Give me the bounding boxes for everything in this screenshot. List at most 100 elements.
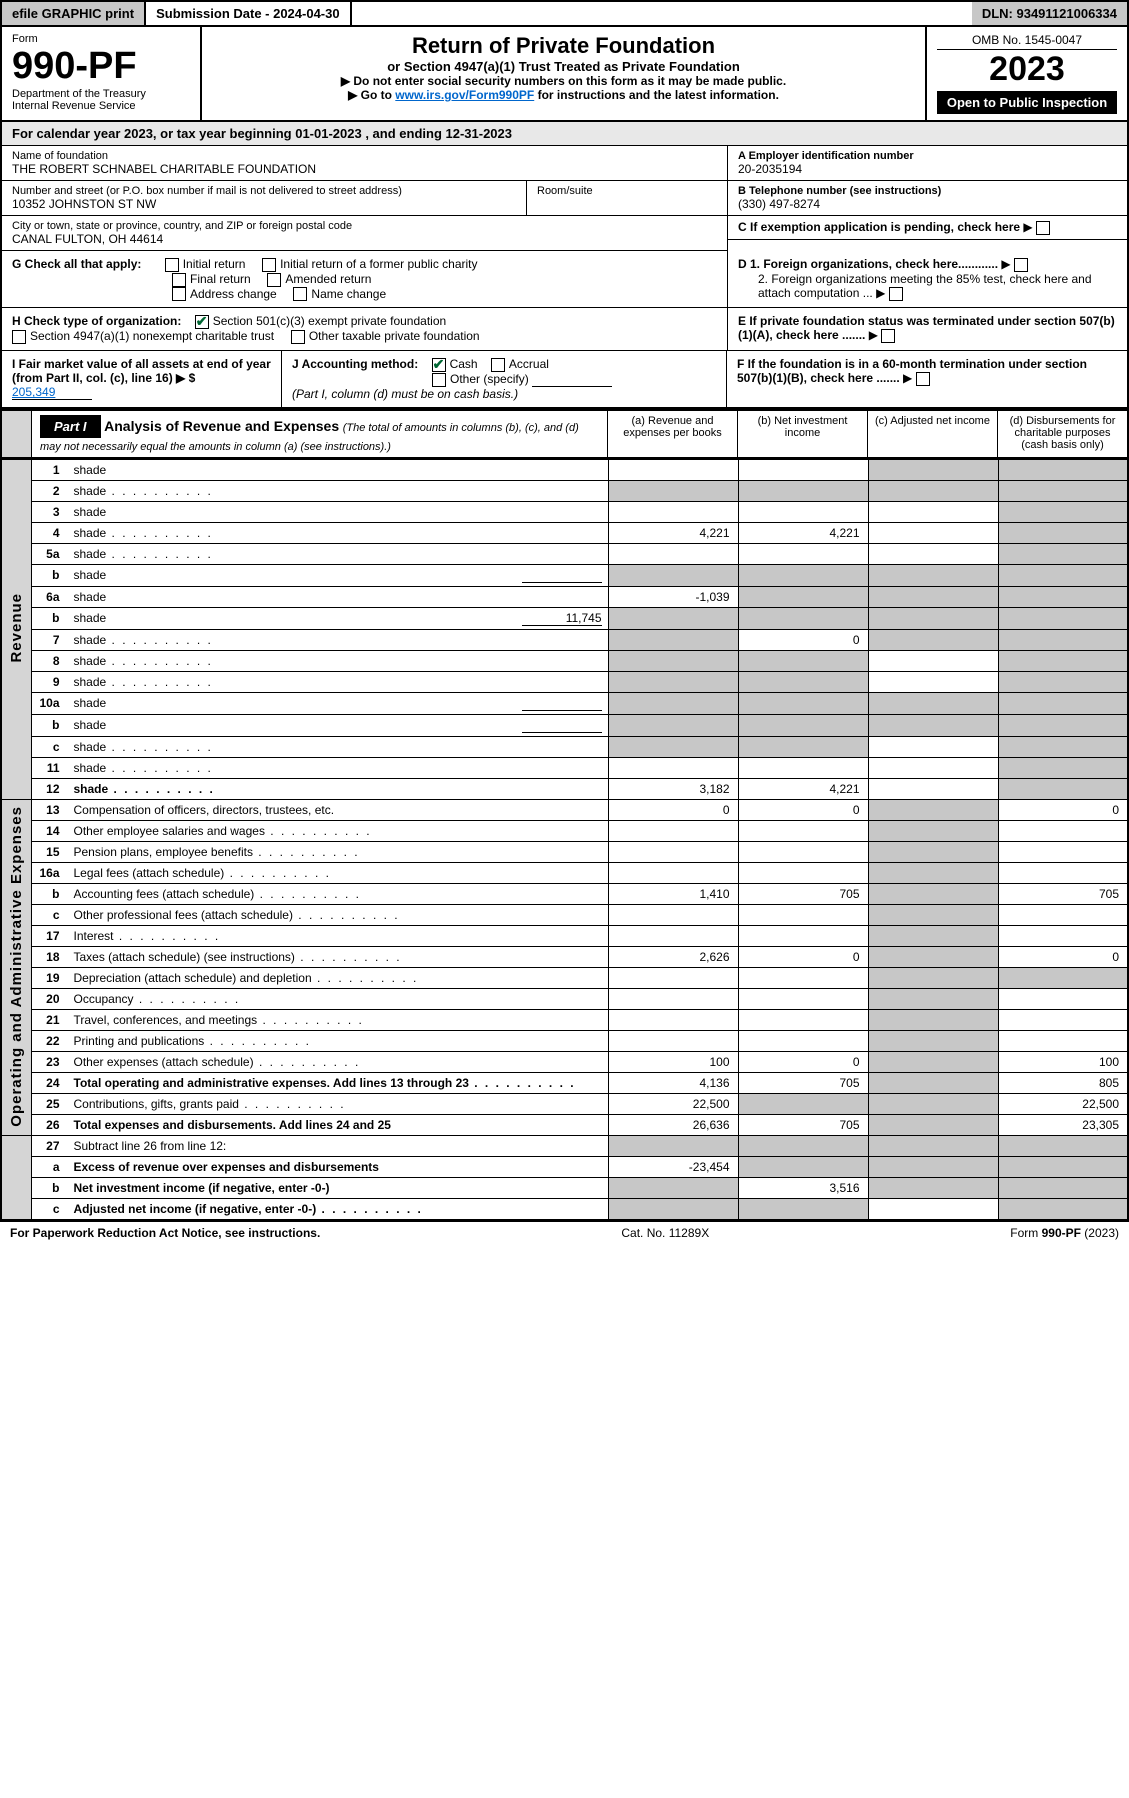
c-cell: C If exemption application is pending, c… (728, 216, 1127, 240)
irs-label: Internal Revenue Service (12, 100, 190, 112)
phone-value: (330) 497-8274 (738, 197, 1117, 211)
g-initial-former-checkbox[interactable] (262, 258, 276, 272)
line-description: shade (68, 564, 609, 586)
h-4947-checkbox[interactable] (12, 330, 26, 344)
col-c-head: (c) Adjusted net income (867, 411, 997, 457)
amount-cell (608, 1177, 738, 1198)
form-note-1: ▶ Do not enter social security numbers o… (212, 74, 915, 88)
amount-cell (868, 1051, 998, 1072)
line-number: c (32, 736, 68, 757)
amount-cell: -1,039 (608, 586, 738, 607)
j-accrual-checkbox[interactable] (491, 358, 505, 372)
h-opt-2: Other taxable private foundation (309, 329, 480, 343)
form-header: Form 990-PF Department of the Treasury I… (0, 27, 1129, 122)
amount-cell: -23,454 (608, 1156, 738, 1177)
ein-cell: A Employer identification number 20-2035… (728, 146, 1127, 181)
j-opt-2: Other (specify) (450, 372, 529, 386)
g-initial-checkbox[interactable] (165, 258, 179, 272)
g-label: G Check all that apply: (12, 257, 141, 271)
header-mid: Return of Private Foundation or Section … (202, 27, 927, 120)
amount-cell (608, 904, 738, 925)
amount-cell (998, 925, 1128, 946)
efile-label[interactable]: efile GRAPHIC print (2, 2, 146, 25)
amount-cell: 3,516 (738, 1177, 868, 1198)
amount-cell (608, 841, 738, 862)
amount-cell (738, 1093, 868, 1114)
line-number: b (32, 564, 68, 586)
table-row: 16aLegal fees (attach schedule) (1, 862, 1128, 883)
arrow-icon: ▶ (1023, 220, 1032, 234)
amount-cell (868, 862, 998, 883)
amount-cell (738, 925, 868, 946)
line-number: 13 (32, 799, 68, 820)
d2-checkbox[interactable] (889, 287, 903, 301)
line-description: Adjusted net income (if negative, enter … (68, 1198, 609, 1220)
line-number: 1 (32, 459, 68, 480)
amount-cell (868, 629, 998, 650)
line-description: shade (68, 543, 609, 564)
amount-cell: 805 (998, 1072, 1128, 1093)
j-cash-checkbox[interactable] (432, 358, 446, 372)
amount-cell (868, 736, 998, 757)
line-description: Interest (68, 925, 609, 946)
amount-cell (998, 1030, 1128, 1051)
line-number: 23 (32, 1051, 68, 1072)
amount-cell (868, 1114, 998, 1135)
d1-checkbox[interactable] (1014, 258, 1028, 272)
table-row: 11shade (1, 757, 1128, 778)
line-description: shade (68, 714, 609, 736)
line-number: 25 (32, 1093, 68, 1114)
table-row: cAdjusted net income (if negative, enter… (1, 1198, 1128, 1220)
amount-cell (608, 736, 738, 757)
d2-row: 2. Foreign organizations meeting the 85%… (738, 272, 1117, 301)
f-checkbox[interactable] (916, 372, 930, 386)
amount-cell (868, 501, 998, 522)
dept-label: Department of the Treasury (12, 88, 190, 100)
amount-cell (738, 967, 868, 988)
amount-cell: 0 (998, 946, 1128, 967)
amount-cell (738, 650, 868, 671)
line-description: Other employee salaries and wages (68, 820, 609, 841)
g-amended-checkbox[interactable] (267, 273, 281, 287)
g-final-checkbox[interactable] (172, 273, 186, 287)
table-row: bshade (1, 564, 1128, 586)
e-checkbox[interactable] (881, 329, 895, 343)
amount-cell (868, 925, 998, 946)
amount-cell (738, 862, 868, 883)
form990pf-link[interactable]: www.irs.gov/Form990PF (395, 88, 534, 102)
form-subtitle: or Section 4947(a)(1) Trust Treated as P… (212, 59, 915, 74)
line-description: shade (68, 586, 609, 607)
amount-cell (868, 1072, 998, 1093)
line-description: shade (68, 629, 609, 650)
i-value[interactable]: 205,349 (12, 385, 92, 400)
amount-cell (738, 1135, 868, 1156)
g-left: G Check all that apply: Initial return I… (2, 251, 727, 307)
h-other-checkbox[interactable] (291, 330, 305, 344)
city-label: City or town, state or province, country… (12, 220, 717, 232)
col-a-head: (a) Revenue and expenses per books (607, 411, 737, 457)
line-number: 12 (32, 778, 68, 799)
amount-cell (868, 778, 998, 799)
line-number: 9 (32, 671, 68, 692)
c-checkbox[interactable] (1036, 221, 1050, 235)
line27-gutter (1, 1135, 32, 1220)
line-number: 20 (32, 988, 68, 1009)
line-number: 16a (32, 862, 68, 883)
amount-cell (608, 671, 738, 692)
g-address-checkbox[interactable] (172, 287, 186, 301)
amount-cell (998, 522, 1128, 543)
line-number: 14 (32, 820, 68, 841)
form-note-2: ▶ Go to www.irs.gov/Form990PF for instru… (212, 88, 915, 102)
amount-cell (998, 778, 1128, 799)
line-description: Compensation of officers, directors, tru… (68, 799, 609, 820)
d1-label: D 1. Foreign organizations, check here..… (738, 257, 998, 271)
footer-mid: Cat. No. 11289X (621, 1226, 709, 1240)
line-number: 5a (32, 543, 68, 564)
j-other-checkbox[interactable] (432, 373, 446, 387)
h-501c3-checkbox[interactable] (195, 315, 209, 329)
part1-table: Revenue1shade2shade3shade4shade4,2214,22… (0, 459, 1129, 1221)
g-name-checkbox[interactable] (293, 287, 307, 301)
table-row: 22Printing and publications (1, 1030, 1128, 1051)
amount-cell: 26,636 (608, 1114, 738, 1135)
amount-cell: 705 (738, 883, 868, 904)
